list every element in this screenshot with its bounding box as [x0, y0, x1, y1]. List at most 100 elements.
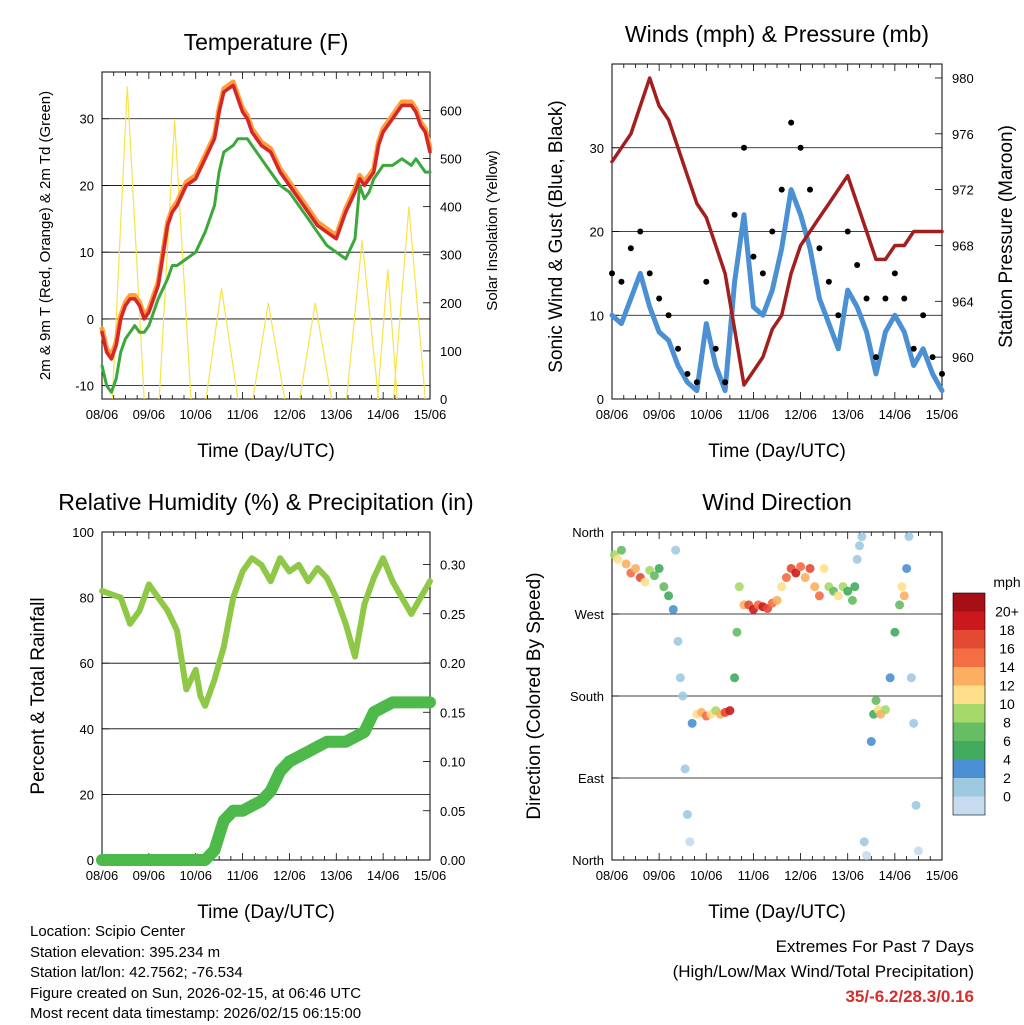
x-tick-label: 12/06 — [784, 868, 817, 883]
x-tick-label: 12/06 — [784, 407, 817, 422]
x-tick-label: 10/06 — [690, 868, 723, 883]
gust-point — [731, 211, 738, 218]
direction-point — [675, 673, 685, 683]
x-tick-label: 09/06 — [133, 868, 166, 883]
x-axis-label: Time (Day/UTC) — [197, 902, 335, 922]
rainfall-line — [96, 696, 436, 866]
direction-point — [621, 559, 631, 569]
direction-point — [659, 582, 669, 592]
y-axis-label-right: Station Pressure (Maroon) — [996, 125, 1017, 348]
y-axis-label: Percent & Total Rainfall — [28, 597, 49, 794]
x-tick-label: 13/06 — [320, 407, 353, 422]
humidity-panel: 08/06 09/06 10/06 11/06 12/06 13/06 14/06 15/06… — [28, 489, 474, 922]
direction-point — [850, 582, 860, 592]
direction-point — [682, 809, 692, 819]
direction-point — [810, 582, 820, 592]
direction-point — [791, 568, 801, 578]
gust-point — [807, 186, 813, 193]
direction-point — [734, 582, 744, 592]
rh-line — [99, 555, 433, 709]
y-right-tick-label: 0.25 — [440, 607, 465, 622]
solar-insolation-line — [111, 86, 145, 400]
gust-point — [882, 295, 889, 302]
x-tick-label: 11/06 — [738, 868, 770, 883]
x-tick-label: 15/06 — [414, 868, 447, 883]
y-axis-label-right: Solar Insolation (Yellow) — [484, 150, 501, 310]
y-right-tick-label: 976 — [952, 127, 974, 142]
direction-point — [862, 850, 872, 860]
y-tick-label: 60 — [80, 656, 94, 671]
direction-point — [895, 600, 905, 610]
gust-point — [665, 312, 672, 319]
gust-point — [618, 278, 625, 285]
colorbar-label: 16 — [999, 641, 1015, 657]
direction-point — [859, 837, 869, 847]
direction-point — [906, 673, 916, 683]
direction-point — [880, 705, 890, 715]
x-tick-label: 13/06 — [320, 868, 353, 883]
direction-point — [668, 604, 678, 614]
direction-point — [904, 532, 914, 542]
solar-insolation-line — [205, 288, 239, 400]
y-tick-label: 0 — [597, 392, 604, 407]
gust-point — [910, 345, 917, 352]
wind-speed-line — [609, 187, 945, 394]
station-elevation: Station elevation: 395.234 m — [30, 943, 221, 961]
y-tick-label: 20 — [80, 787, 94, 802]
direction-point — [732, 627, 742, 637]
colorbar-label: 18 — [999, 622, 1015, 638]
direction-point — [847, 595, 857, 605]
y-tick-label: North — [572, 853, 604, 868]
colorbar-swatch — [953, 796, 985, 815]
pressure-line — [610, 76, 944, 387]
solar-insolation-line — [346, 240, 380, 400]
colorbar-swatch — [953, 630, 985, 649]
gust-point — [769, 228, 776, 235]
direction-point — [781, 573, 791, 583]
direction-point — [819, 563, 829, 573]
x-tick-label: 15/06 — [926, 407, 959, 422]
extremes-subtitle: (High/Low/Max Wind/Total Precipitation) — [672, 962, 974, 981]
x-tick-label: 14/06 — [367, 407, 400, 422]
x-tick-label: 11/06 — [227, 868, 259, 883]
direction-point — [885, 673, 895, 683]
colorbar-swatch — [953, 759, 985, 778]
direction-point — [687, 718, 697, 728]
gust-point — [656, 295, 663, 302]
direction-point — [796, 562, 806, 572]
gust-point — [693, 379, 700, 386]
gust-point — [797, 144, 804, 151]
chart-title: Wind Direction — [702, 489, 852, 515]
direction-point — [649, 571, 659, 581]
x-tick-label: 13/06 — [831, 407, 864, 422]
colorbar-swatch — [953, 611, 985, 630]
x-tick-label: 08/06 — [596, 868, 629, 883]
direction-point — [730, 673, 740, 683]
direction-point — [800, 573, 810, 583]
y-right-tick-label: 200 — [440, 296, 462, 311]
colorbar-swatch — [953, 741, 985, 760]
x-tick-label: 12/06 — [273, 407, 306, 422]
direction-point — [857, 532, 867, 542]
speed-colorbar: mph 20+ 18 16 14 12 10 8 6 4 2 0 — [952, 574, 1021, 816]
x-tick-label: 14/06 — [879, 868, 912, 883]
gust-point — [816, 245, 823, 252]
station-info: Location: Scipio Center Station elevatio… — [30, 922, 361, 1025]
y-right-tick-label: 964 — [952, 294, 974, 309]
gust-point — [703, 278, 710, 285]
y-right-tick-label: 500 — [440, 152, 462, 167]
recent-timestamp: Most recent data timestamp: 2026/02/15 0… — [30, 1005, 362, 1022]
direction-point — [772, 595, 782, 605]
gust-point — [844, 228, 851, 235]
y-axis-label: Sonic Wind & Gust (Blue, Black) — [546, 100, 567, 372]
y-right-tick-label: 0 — [440, 392, 447, 407]
colorbar-label: 20+ — [995, 604, 1019, 620]
x-tick-label: 11/06 — [738, 407, 770, 422]
station-latlon: Station lat/lon: 42.7562; -76.534 — [30, 964, 243, 981]
x-tick-label: 08/06 — [596, 407, 629, 422]
x-tick-label: 15/06 — [926, 868, 959, 883]
direction-point — [673, 636, 683, 646]
x-tick-label: 10/06 — [179, 407, 212, 422]
x-tick-label: 14/06 — [367, 868, 400, 883]
direction-point — [897, 582, 907, 592]
